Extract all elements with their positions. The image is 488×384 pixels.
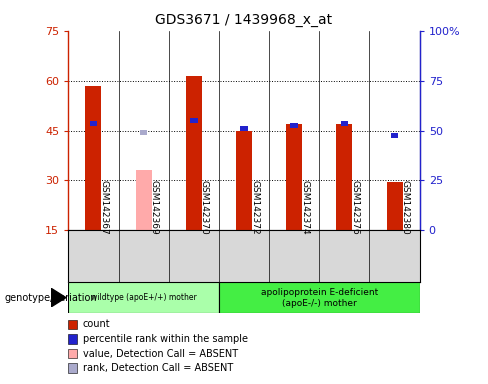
Text: rank, Detection Call = ABSENT: rank, Detection Call = ABSENT xyxy=(83,363,233,373)
Bar xyxy=(219,282,420,313)
Bar xyxy=(68,282,219,313)
Bar xyxy=(290,123,298,128)
Polygon shape xyxy=(51,288,66,307)
Bar xyxy=(341,121,348,126)
Text: count: count xyxy=(83,319,111,329)
Text: GSM142369: GSM142369 xyxy=(150,180,159,235)
Bar xyxy=(85,86,102,230)
Text: wildtype (apoE+/+) mother: wildtype (apoE+/+) mother xyxy=(91,293,197,302)
Bar xyxy=(90,121,97,126)
Bar xyxy=(190,118,198,123)
Text: GSM142374: GSM142374 xyxy=(300,180,309,235)
Bar xyxy=(186,76,202,230)
Text: percentile rank within the sample: percentile rank within the sample xyxy=(83,334,248,344)
Text: GSM142370: GSM142370 xyxy=(200,180,209,235)
Bar xyxy=(336,124,352,230)
Text: value, Detection Call = ABSENT: value, Detection Call = ABSENT xyxy=(83,349,238,359)
Bar xyxy=(391,133,398,138)
Text: genotype/variation: genotype/variation xyxy=(5,293,98,303)
Text: GSM142380: GSM142380 xyxy=(401,180,409,235)
Bar xyxy=(140,130,147,135)
Text: GSM142372: GSM142372 xyxy=(250,180,259,235)
Text: GSM142376: GSM142376 xyxy=(350,180,360,235)
Text: apolipoprotein E-deficient
(apoE-/-) mother: apolipoprotein E-deficient (apoE-/-) mot… xyxy=(261,288,378,308)
Bar xyxy=(240,126,248,131)
Bar xyxy=(136,170,152,230)
Bar xyxy=(286,124,302,230)
Text: GDS3671 / 1439968_x_at: GDS3671 / 1439968_x_at xyxy=(156,13,332,27)
Text: GSM142367: GSM142367 xyxy=(100,180,108,235)
Bar xyxy=(386,182,403,230)
Bar xyxy=(236,131,252,230)
